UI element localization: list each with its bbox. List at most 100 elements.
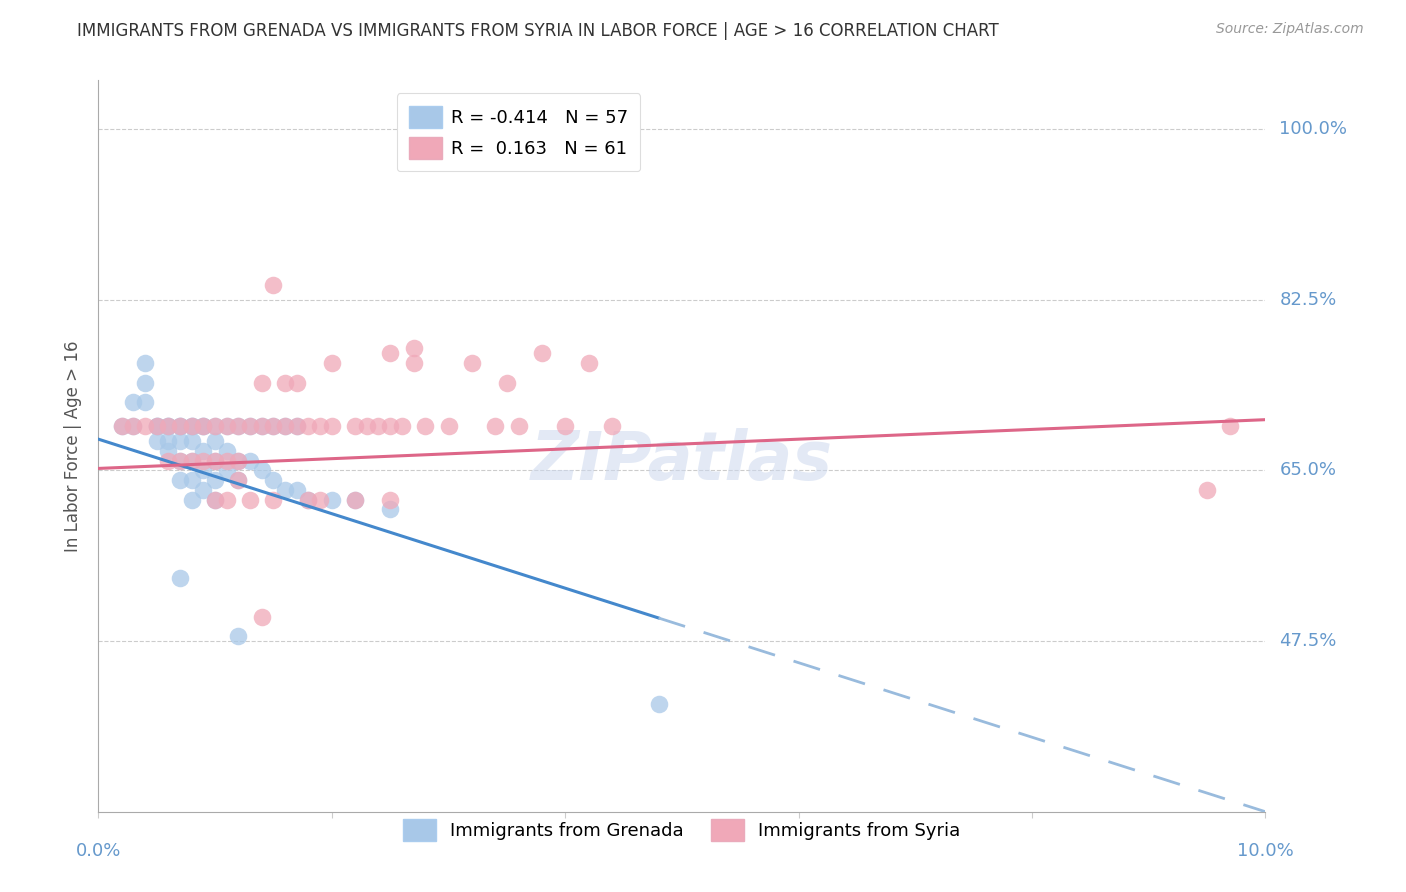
Immigrants from Grenada <box>215 419 238 434</box>
Immigrants from Syria <box>297 492 319 507</box>
Immigrants from Grenada <box>228 473 250 487</box>
Immigrants from Grenada <box>647 698 669 712</box>
Immigrants from Grenada <box>204 453 226 467</box>
Immigrants from Syria <box>380 419 402 434</box>
Immigrants from Syria <box>122 419 145 434</box>
Immigrants from Grenada <box>169 453 191 467</box>
Immigrants from Grenada <box>180 453 202 467</box>
Immigrants from Grenada <box>146 434 169 449</box>
Immigrants from Grenada <box>204 434 226 449</box>
Immigrants from Syria <box>413 419 436 434</box>
Immigrants from Grenada <box>193 463 215 477</box>
Text: 0.0%: 0.0% <box>76 842 121 860</box>
Immigrants from Syria <box>309 492 332 507</box>
Immigrants from Grenada <box>228 453 250 467</box>
Immigrants from Syria <box>274 419 297 434</box>
Immigrants from Syria <box>157 453 180 467</box>
Immigrants from Syria <box>554 419 576 434</box>
Immigrants from Syria <box>250 419 273 434</box>
Immigrants from Syria <box>274 376 297 390</box>
Immigrants from Grenada <box>157 443 180 458</box>
Immigrants from Grenada <box>193 419 215 434</box>
Immigrants from Syria <box>600 419 623 434</box>
Immigrants from Syria <box>1195 483 1218 497</box>
Immigrants from Grenada <box>122 419 145 434</box>
Immigrants from Grenada <box>297 492 319 507</box>
Immigrants from Syria <box>297 419 319 434</box>
Immigrants from Grenada <box>169 571 191 585</box>
Immigrants from Grenada <box>180 492 202 507</box>
Immigrants from Grenada <box>239 419 262 434</box>
Immigrants from Grenada <box>134 376 156 390</box>
Text: 82.5%: 82.5% <box>1279 291 1337 309</box>
Immigrants from Grenada <box>321 492 343 507</box>
Text: IMMIGRANTS FROM GRENADA VS IMMIGRANTS FROM SYRIA IN LABOR FORCE | AGE > 16 CORRE: IMMIGRANTS FROM GRENADA VS IMMIGRANTS FR… <box>77 22 1000 40</box>
Immigrants from Syria <box>496 376 519 390</box>
Immigrants from Grenada <box>111 419 134 434</box>
Immigrants from Syria <box>321 419 343 434</box>
Immigrants from Grenada <box>250 419 273 434</box>
Immigrants from Grenada <box>193 443 215 458</box>
Immigrants from Syria <box>309 419 332 434</box>
Immigrants from Syria <box>391 419 413 434</box>
Immigrants from Grenada <box>157 419 180 434</box>
Immigrants from Grenada <box>285 483 308 497</box>
Immigrants from Grenada <box>250 463 273 477</box>
Immigrants from Grenada <box>180 419 202 434</box>
Immigrants from Grenada <box>180 434 202 449</box>
Immigrants from Grenada <box>134 395 156 409</box>
Immigrants from Syria <box>402 356 425 370</box>
Immigrants from Syria <box>380 492 402 507</box>
Immigrants from Syria <box>285 419 308 434</box>
Immigrants from Syria <box>239 419 262 434</box>
Immigrants from Grenada <box>228 419 250 434</box>
Immigrants from Grenada <box>204 419 226 434</box>
Immigrants from Syria <box>262 492 284 507</box>
Immigrants from Syria <box>437 419 460 434</box>
Immigrants from Grenada <box>239 453 262 467</box>
Immigrants from Grenada <box>169 434 191 449</box>
Immigrants from Syria <box>157 419 180 434</box>
Immigrants from Syria <box>228 419 250 434</box>
Immigrants from Syria <box>215 453 238 467</box>
Immigrants from Grenada <box>146 419 169 434</box>
Immigrants from Grenada <box>122 395 145 409</box>
Immigrants from Grenada <box>204 492 226 507</box>
Immigrants from Syria <box>204 453 226 467</box>
Immigrants from Grenada <box>146 419 169 434</box>
Text: 47.5%: 47.5% <box>1279 632 1337 650</box>
Immigrants from Syria <box>484 419 506 434</box>
Immigrants from Grenada <box>215 463 238 477</box>
Immigrants from Syria <box>285 376 308 390</box>
Text: 65.0%: 65.0% <box>1279 461 1336 479</box>
Immigrants from Syria <box>402 342 425 356</box>
Immigrants from Syria <box>169 453 191 467</box>
Immigrants from Syria <box>228 453 250 467</box>
Immigrants from Syria <box>578 356 600 370</box>
Immigrants from Syria <box>508 419 530 434</box>
Immigrants from Grenada <box>344 492 367 507</box>
Immigrants from Syria <box>193 419 215 434</box>
Immigrants from Grenada <box>169 419 191 434</box>
Y-axis label: In Labor Force | Age > 16: In Labor Force | Age > 16 <box>65 340 83 552</box>
Immigrants from Syria <box>250 376 273 390</box>
Immigrants from Grenada <box>169 473 191 487</box>
Immigrants from Syria <box>367 419 389 434</box>
Immigrants from Grenada <box>180 473 202 487</box>
Immigrants from Syria <box>321 356 343 370</box>
Immigrants from Syria <box>461 356 484 370</box>
Immigrants from Syria <box>215 419 238 434</box>
Immigrants from Syria <box>262 419 284 434</box>
Immigrants from Grenada <box>228 629 250 643</box>
Immigrants from Grenada <box>204 473 226 487</box>
Immigrants from Grenada <box>180 419 202 434</box>
Immigrants from Grenada <box>215 443 238 458</box>
Immigrants from Syria <box>228 473 250 487</box>
Immigrants from Grenada <box>169 419 191 434</box>
Immigrants from Syria <box>204 492 226 507</box>
Immigrants from Syria <box>250 609 273 624</box>
Immigrants from Grenada <box>262 473 284 487</box>
Text: 100.0%: 100.0% <box>1279 120 1347 138</box>
Immigrants from Syria <box>215 492 238 507</box>
Immigrants from Grenada <box>157 419 180 434</box>
